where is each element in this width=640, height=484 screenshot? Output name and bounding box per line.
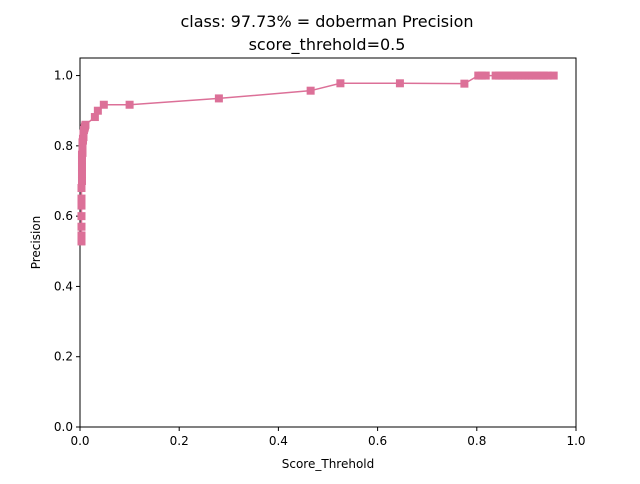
data-point-marker xyxy=(77,177,86,185)
data-point-marker xyxy=(543,71,552,80)
chart-subtitle: score_threhold=0.5 xyxy=(249,35,406,55)
data-point-marker xyxy=(77,212,86,221)
data-point-marker xyxy=(77,201,86,210)
x-tick-label: 0.2 xyxy=(170,434,189,448)
x-tick-label: 0.8 xyxy=(467,434,486,448)
y-tick-label: 0.2 xyxy=(54,350,73,364)
y-axis-label: Precision xyxy=(29,216,43,270)
data-point-marker xyxy=(77,194,86,203)
x-tick-label: 0.6 xyxy=(368,434,387,448)
x-tick-label: 0.4 xyxy=(269,434,288,448)
data-point-marker xyxy=(460,79,469,88)
data-point-marker xyxy=(395,79,404,88)
data-point-marker xyxy=(77,162,86,171)
data-point-marker xyxy=(481,71,490,80)
data-point-marker xyxy=(77,169,86,178)
plot-area-frame xyxy=(79,57,577,428)
y-tick-label: 0.4 xyxy=(54,279,73,293)
x-tick-label: 1.0 xyxy=(566,434,585,448)
chart-title: class: 97.73% = doberman Precision xyxy=(180,12,473,31)
x-axis: 0.0 0.2 0.4 0.6 0.8 1.0 xyxy=(70,427,586,448)
y-tick-label: 0.0 xyxy=(54,420,73,434)
x-tick-label: 0.0 xyxy=(70,434,89,448)
y-tick-label: 1.0 xyxy=(54,69,73,83)
x-axis-label: Score_Threhold xyxy=(282,457,375,471)
precision-line xyxy=(80,74,554,242)
data-point-marker xyxy=(81,120,90,129)
data-point-marker xyxy=(90,113,99,122)
data-point-marker xyxy=(77,237,86,246)
data-point-marker xyxy=(77,184,86,193)
data-point-marker xyxy=(549,71,558,80)
data-point-marker xyxy=(77,222,86,231)
y-tick-label: 0.6 xyxy=(54,209,73,223)
data-point-marker xyxy=(336,79,345,88)
data-point-marker xyxy=(77,155,86,164)
data-point-marker xyxy=(93,106,102,115)
data-point-marker xyxy=(99,100,108,109)
data-point-marker xyxy=(125,100,134,109)
series-layer xyxy=(77,71,558,246)
data-point-marker xyxy=(306,86,315,95)
data-point-marker xyxy=(214,94,223,103)
data-point-marker xyxy=(77,231,86,240)
y-tick-label: 0.8 xyxy=(54,139,73,153)
y-axis: 0.0 0.2 0.4 0.6 0.8 1.0 xyxy=(54,69,80,434)
